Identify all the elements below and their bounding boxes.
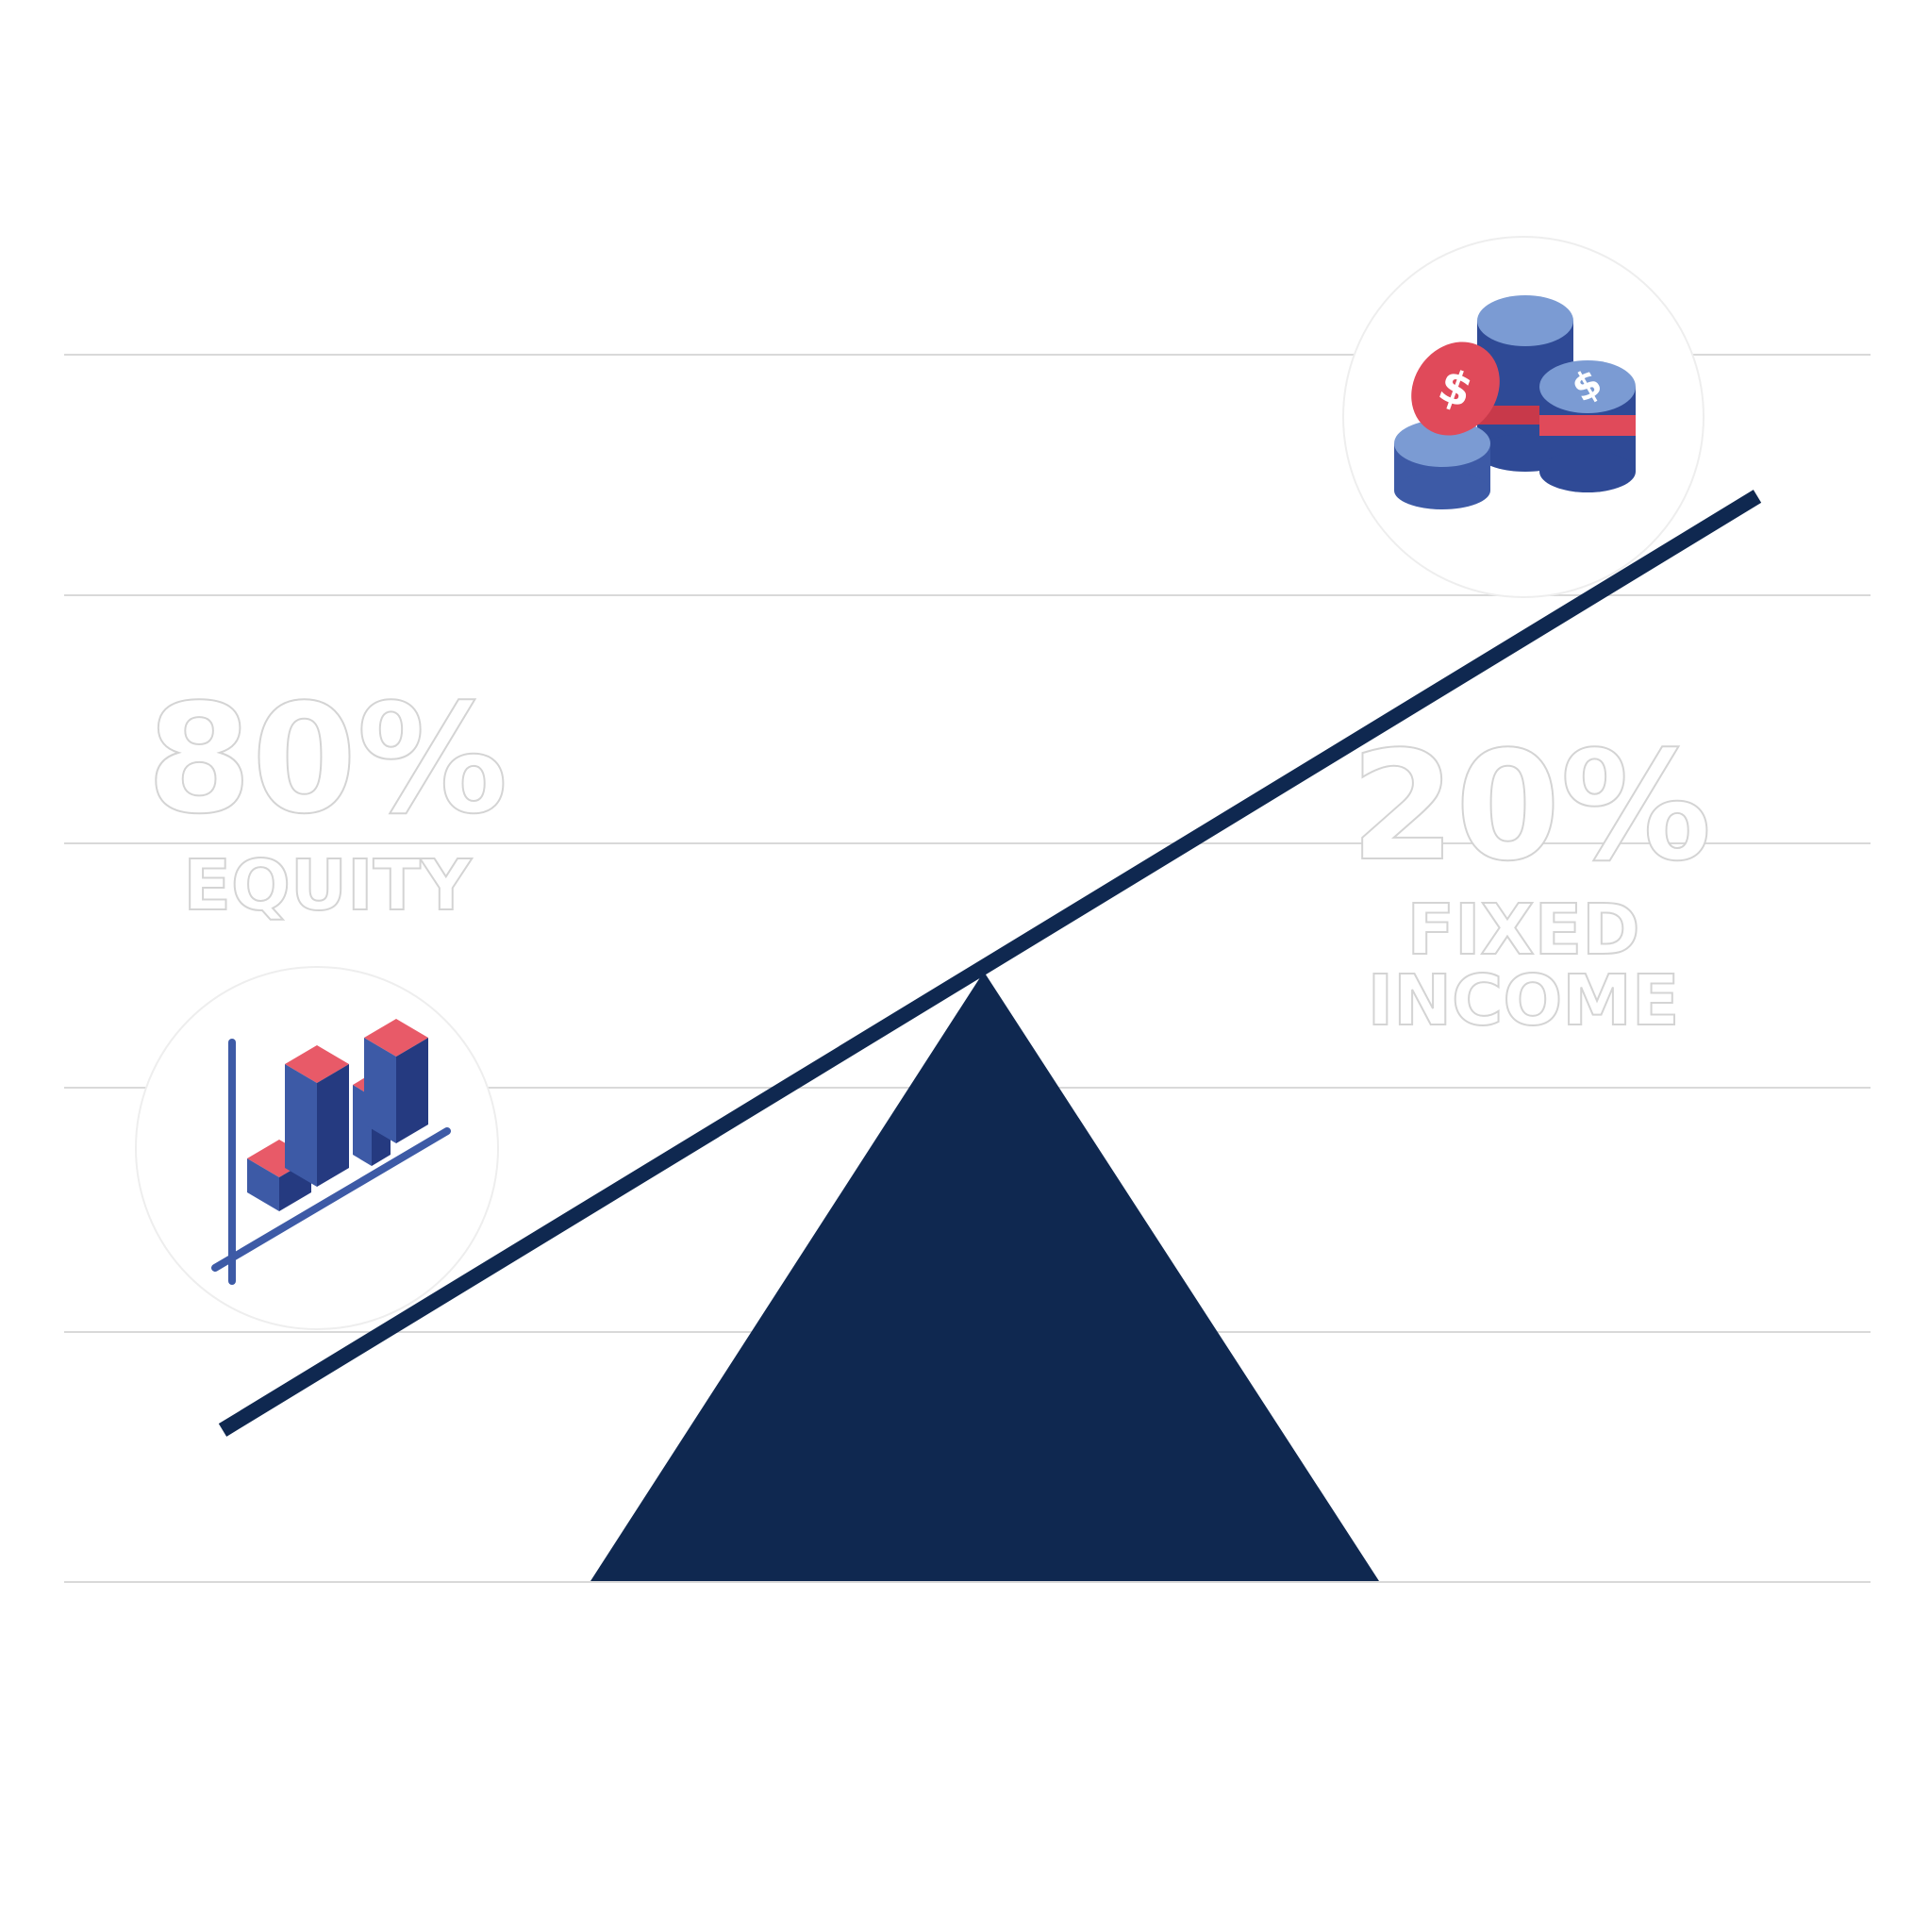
fixed-income-label-line2: INCOME	[1368, 960, 1680, 1041]
equity-label: EQUITY	[183, 845, 473, 926]
coin-stacks-icon: $ $	[1394, 295, 1636, 509]
equity-percent: 80%	[147, 671, 508, 847]
bar-chart-icon	[211, 1019, 451, 1285]
seesaw-beam	[218, 490, 1762, 1437]
fulcrum-triangle	[590, 972, 1379, 1581]
fixed-income-percent: 20%	[1351, 718, 1712, 894]
fixed-income-label-line1: FIXED	[1406, 890, 1639, 971]
